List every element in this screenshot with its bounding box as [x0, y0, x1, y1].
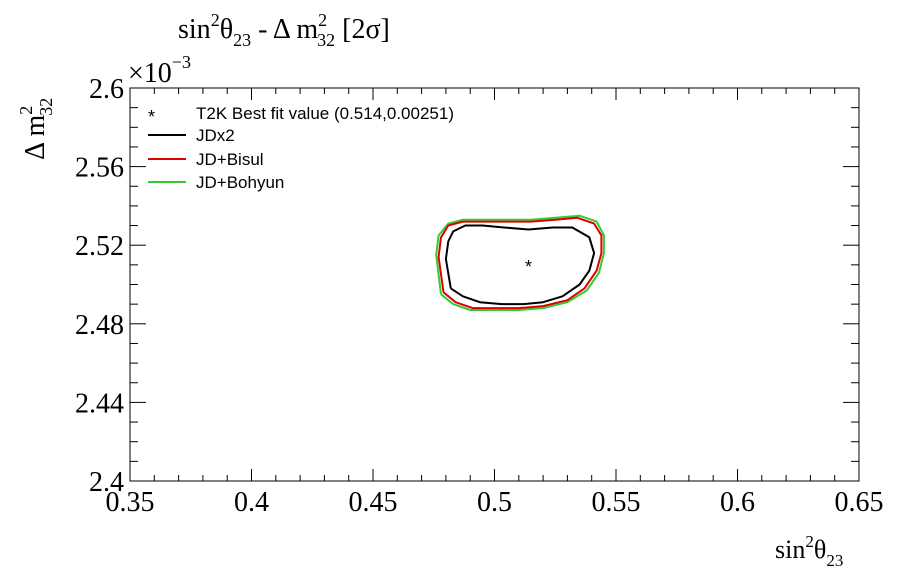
best-fit-marker-group: * [525, 257, 532, 277]
y-tick-label: 2.44 [75, 388, 124, 419]
contour-jdx2 [444, 224, 596, 306]
x-tick-label: 0.65 [835, 487, 884, 518]
contour-lines [435, 214, 605, 311]
y-tick-label: 2.52 [75, 231, 124, 262]
x-tick-label: 0.35 [106, 487, 155, 518]
y-tick-label: 2.6 [89, 74, 124, 105]
best-fit-star-icon: * [525, 257, 532, 277]
x-tick-label: 0.45 [349, 487, 398, 518]
y-axis-label: Δ m232 [16, 98, 56, 160]
chart-title: sin2θ23 - Δ m2 32 [2σ] [178, 10, 390, 50]
axis-tick-labels: 0.35 0.4 0.45 0.5 0.55 0.6 0.65 2.4 2.44 2.48 2.52… [75, 74, 884, 518]
contour-jd-bisul [437, 216, 603, 310]
x-tick-label: 0.5 [477, 487, 512, 518]
x-tick-label: 0.4 [234, 487, 269, 518]
y-tick-label: 2.48 [75, 310, 124, 341]
x-axis-label: sin2θ23 [775, 532, 843, 570]
legend-label-jd-bohyun: JD+Bohyun [196, 173, 284, 192]
plot-frame [129, 87, 860, 482]
legend-star-icon: * [148, 107, 155, 127]
axis-ticks [129, 87, 860, 482]
x-tick-label: 0.55 [592, 487, 641, 518]
x-tick-label: 0.6 [720, 487, 755, 518]
legend-label-jd-bisul: JD+Bisul [196, 150, 264, 169]
contour-jd-bohyun [435, 214, 605, 311]
y-multiplier-label: ×10−3 [128, 52, 191, 89]
legend-label-jdx2: JDx2 [196, 126, 235, 145]
legend: * T2K Best fit value (0.514,0.00251) JDx… [148, 104, 454, 192]
legend-best-fit-label: T2K Best fit value (0.514,0.00251) [196, 104, 454, 123]
y-tick-label: 2.56 [75, 153, 124, 184]
y-tick-label: 2.4 [89, 467, 124, 498]
